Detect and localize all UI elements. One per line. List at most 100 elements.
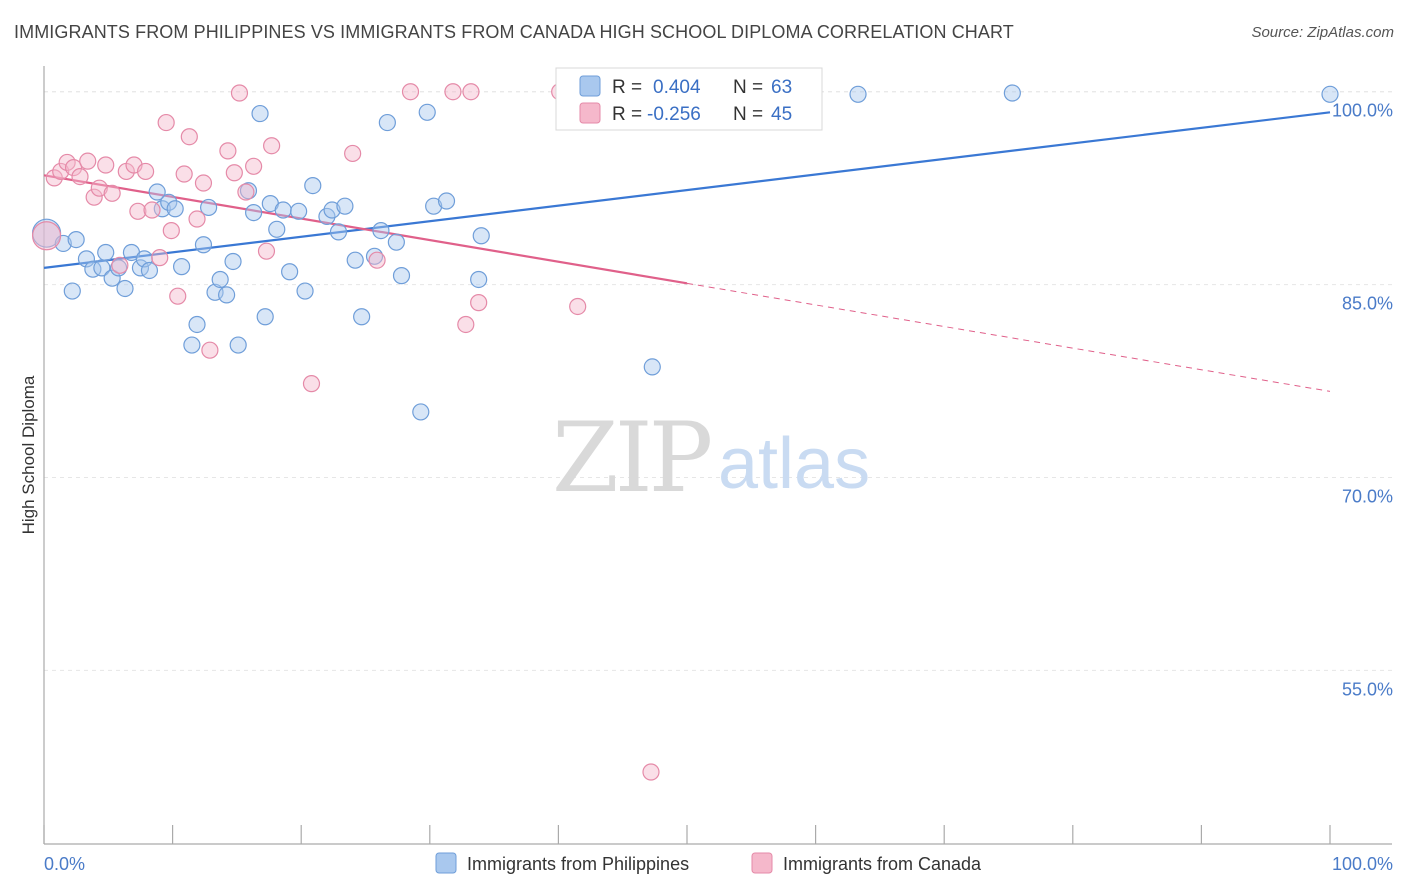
stats-swatch-pink bbox=[579, 102, 601, 124]
point-canada bbox=[111, 256, 129, 274]
x-tick-label: 0.0% bbox=[44, 854, 85, 874]
point-philippines bbox=[378, 113, 396, 132]
source-label: Source: ZipAtlas.com bbox=[1251, 24, 1394, 41]
point-canada bbox=[457, 315, 475, 334]
point-canada bbox=[79, 152, 97, 170]
point-philippines bbox=[188, 315, 206, 334]
point-canada bbox=[52, 162, 70, 181]
grid-lines bbox=[44, 91, 1392, 671]
point-canada bbox=[162, 222, 180, 240]
stats-r-label-blue: R = bbox=[612, 77, 642, 98]
point-philippines bbox=[387, 233, 405, 251]
point-canada bbox=[143, 201, 161, 219]
stats-r-label-pink: R = bbox=[612, 104, 642, 125]
point-canada bbox=[302, 375, 321, 393]
point-canada bbox=[569, 297, 587, 316]
point-philippines bbox=[67, 231, 85, 249]
point-philippines bbox=[418, 103, 436, 121]
point-canada bbox=[344, 144, 362, 163]
point-philippines bbox=[268, 220, 286, 238]
point-philippines bbox=[166, 200, 184, 218]
point-philippines bbox=[84, 260, 102, 278]
point-canada bbox=[263, 137, 281, 155]
stats-r-value-blue: 0.404 bbox=[653, 77, 701, 98]
point-philippines bbox=[346, 251, 364, 269]
point-canada bbox=[71, 167, 89, 186]
point-canada bbox=[45, 169, 63, 187]
y-axis-title: High School Diploma bbox=[19, 375, 38, 534]
point-philippines bbox=[97, 243, 115, 262]
point-canada bbox=[470, 294, 488, 312]
point-canada bbox=[85, 188, 103, 206]
watermark-atlas: atlas bbox=[718, 424, 870, 504]
stats-swatch-blue bbox=[579, 75, 601, 97]
legend-label-canada: Immigrants from Canada bbox=[783, 854, 982, 874]
point-canada bbox=[31, 221, 62, 251]
point-philippines bbox=[224, 252, 242, 271]
point-philippines bbox=[251, 104, 269, 123]
point-canada bbox=[245, 157, 263, 175]
point-philippines bbox=[140, 261, 159, 280]
point-philippines bbox=[1003, 84, 1021, 102]
y-tick-label: 100.0% bbox=[1332, 101, 1393, 121]
point-canada bbox=[237, 183, 255, 201]
tick-labels: 55.0% 70.0% 85.0% 100.0% 0.0% 100.0% bbox=[44, 101, 1393, 874]
point-philippines bbox=[256, 308, 274, 326]
point-canada bbox=[201, 341, 219, 359]
point-philippines bbox=[245, 203, 263, 222]
point-philippines bbox=[425, 197, 443, 215]
legend-label-philippines: Immigrants from Philippines bbox=[467, 854, 689, 874]
point-philippines bbox=[200, 198, 218, 217]
axes bbox=[43, 66, 1392, 845]
point-philippines bbox=[1321, 85, 1339, 103]
point-canada bbox=[462, 83, 480, 101]
x-tick-label: 100.0% bbox=[1332, 854, 1393, 874]
watermark: ZIP atlas bbox=[552, 402, 870, 514]
point-canada bbox=[194, 174, 213, 192]
point-philippines bbox=[296, 282, 314, 300]
point-philippines bbox=[77, 250, 96, 268]
point-philippines bbox=[472, 227, 490, 245]
y-tick-label: 70.0% bbox=[1342, 487, 1393, 507]
stats-legend: R = 0.404 N = 63 R = -0.256 N = 45 bbox=[555, 67, 823, 131]
point-philippines bbox=[274, 201, 292, 219]
point-philippines bbox=[218, 286, 236, 304]
point-philippines bbox=[643, 358, 661, 376]
point-canada bbox=[444, 83, 462, 101]
y-tick-label: 55.0% bbox=[1342, 679, 1393, 699]
point-canada bbox=[151, 249, 169, 267]
legend-swatch-philippines bbox=[435, 852, 457, 874]
point-philippines bbox=[103, 269, 121, 287]
stats-n-value-pink: 45 bbox=[771, 104, 792, 125]
point-canada bbox=[97, 156, 115, 174]
stats-n-value-blue: 63 bbox=[771, 77, 792, 98]
point-philippines bbox=[329, 223, 348, 241]
trend-line-philippines bbox=[43, 111, 1331, 269]
point-canada bbox=[257, 242, 276, 260]
point-canada bbox=[90, 179, 108, 197]
stats-r-value-pink: -0.256 bbox=[647, 104, 701, 125]
watermark-zip: ZIP bbox=[552, 402, 711, 514]
point-philippines bbox=[470, 270, 488, 289]
series-legend: Immigrants from Philippines Immigrants f… bbox=[435, 852, 982, 874]
point-philippines bbox=[290, 202, 308, 220]
point-philippines bbox=[336, 197, 354, 215]
point-philippines bbox=[63, 282, 81, 300]
trend-line-canada-extension bbox=[686, 282, 1331, 392]
point-philippines bbox=[353, 308, 371, 326]
point-canada bbox=[157, 113, 175, 132]
point-canada bbox=[103, 184, 121, 202]
point-canada bbox=[129, 202, 147, 220]
trend-lines bbox=[43, 111, 1331, 392]
point-philippines bbox=[211, 270, 229, 289]
point-canada bbox=[368, 251, 386, 269]
point-philippines bbox=[229, 336, 247, 354]
point-canada bbox=[219, 142, 237, 160]
point-philippines bbox=[160, 193, 178, 211]
point-philippines bbox=[412, 403, 430, 421]
point-philippines bbox=[392, 267, 411, 285]
point-philippines bbox=[372, 222, 390, 240]
point-canada bbox=[642, 763, 660, 781]
point-philippines bbox=[183, 336, 201, 354]
